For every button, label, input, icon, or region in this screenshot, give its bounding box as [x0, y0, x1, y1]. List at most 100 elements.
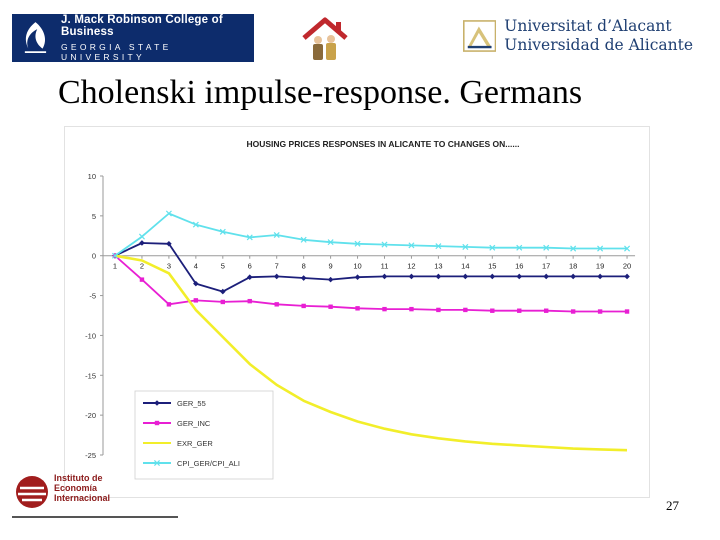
data-point [301, 303, 306, 309]
gsu-college-name: J. Mack Robinson College of Business [60, 14, 223, 38]
house-people-logo [302, 17, 348, 60]
y-tick-label: -25 [85, 451, 96, 460]
data-point [463, 307, 468, 313]
data-point [274, 302, 279, 307]
ua-name-spanish: Universidad de Alicante [504, 36, 693, 54]
instituto-economia-logo: Instituto de Economía Internacional [10, 470, 178, 520]
data-point [166, 240, 172, 247]
x-tick-label: 10 [353, 262, 361, 271]
slide-title: Cholenski impulse-response. Germans [58, 74, 583, 111]
divider [12, 516, 178, 518]
data-point [247, 298, 252, 304]
y-tick-label: -20 [85, 411, 96, 420]
data-point [381, 273, 388, 280]
chart-area: HOUSING PRICES RESPONSES IN ALICANTE TO … [64, 126, 650, 498]
data-point [193, 280, 199, 287]
legend-label: CPI_GER/CPI_ALI [177, 459, 240, 468]
series-line [114, 254, 628, 452]
data-point [246, 274, 253, 281]
data-point [570, 309, 576, 314]
data-point [111, 252, 119, 259]
data-point [246, 234, 253, 241]
series-line [114, 242, 627, 293]
gsu-logo: J. Mack Robinson College of Business GEO… [12, 14, 254, 62]
data-point [516, 244, 523, 251]
x-tick-label: 20 [623, 262, 631, 271]
data-point [327, 239, 334, 246]
series-line [114, 255, 627, 313]
y-tick-label: -5 [89, 292, 96, 301]
series-line [114, 212, 627, 257]
data-point [381, 241, 388, 248]
data-point [408, 273, 415, 280]
legend-label: EXR_GER [177, 439, 213, 448]
x-tick-label: 1 [113, 262, 117, 271]
data-point [435, 273, 442, 280]
legend-item-ger-inc: GER_INC [143, 419, 211, 428]
data-point [138, 233, 145, 240]
data-point [409, 306, 414, 312]
iei-globe-icon [16, 476, 48, 508]
x-tick-label: 17 [542, 262, 550, 271]
legend-marker [154, 400, 160, 406]
x-tick-label: 3 [167, 262, 171, 271]
data-point [220, 299, 225, 305]
x-tick-label: 15 [488, 262, 496, 271]
x-tick-label: 16 [515, 262, 523, 271]
data-point [544, 308, 549, 313]
data-point [192, 221, 199, 228]
data-point [624, 245, 631, 252]
y-tick-label: -15 [85, 371, 96, 380]
data-point [273, 231, 280, 239]
iei-line-1: Instituto de [54, 473, 103, 483]
data-point [543, 244, 550, 251]
data-point [139, 277, 145, 282]
university-alicante-logo: Universitat d’Alacant Universidad de Ali… [463, 14, 693, 58]
x-tick-label: 6 [248, 262, 252, 271]
data-point [517, 308, 522, 313]
data-point [435, 243, 442, 250]
legend-item-exr-ger: EXR_GER [143, 439, 213, 448]
series-lines [111, 210, 631, 452]
data-point [462, 273, 469, 280]
data-point [273, 273, 280, 280]
data-point [543, 273, 549, 280]
x-tick-label: 2 [140, 262, 144, 271]
page-number: 27 [666, 498, 679, 513]
data-point [219, 228, 226, 235]
data-point [597, 245, 604, 252]
data-point [516, 273, 523, 280]
data-point [328, 304, 333, 309]
x-tick-label: 19 [596, 262, 604, 271]
legend-label: GER_INC [177, 419, 211, 428]
y-tick-label: 10 [88, 172, 96, 181]
x-tick-label: 7 [275, 262, 279, 271]
data-point [624, 273, 630, 280]
data-point [327, 276, 334, 283]
legend-item-cpi-ger-cpi-ali: CPI_GER/CPI_ALI [143, 459, 240, 468]
x-tick-label: 12 [407, 262, 415, 271]
data-point [597, 309, 603, 314]
chart-title: HOUSING PRICES RESPONSES IN ALICANTE TO … [247, 139, 520, 149]
y-tick-label: 5 [92, 212, 96, 221]
legend-marker [154, 420, 160, 426]
data-point [354, 240, 361, 247]
impulse-response-chart: HOUSING PRICES RESPONSES IN ALICANTE TO … [85, 139, 636, 480]
iei-line-2: Economía [54, 483, 98, 493]
data-point [354, 274, 361, 281]
data-point [462, 243, 469, 250]
data-point [166, 302, 172, 307]
x-tick-label: 13 [434, 262, 442, 271]
x-tick-label: 8 [302, 262, 306, 271]
series-exr-ger [114, 254, 628, 452]
iei-line-3: Internacional [54, 493, 111, 503]
data-point [382, 306, 387, 312]
data-point [300, 236, 307, 243]
x-tick-label: 14 [461, 262, 469, 271]
data-point [489, 273, 496, 280]
data-point [408, 242, 415, 249]
legend-marker [153, 459, 161, 467]
data-point [570, 273, 576, 280]
y-tick-label: -10 [85, 331, 96, 340]
